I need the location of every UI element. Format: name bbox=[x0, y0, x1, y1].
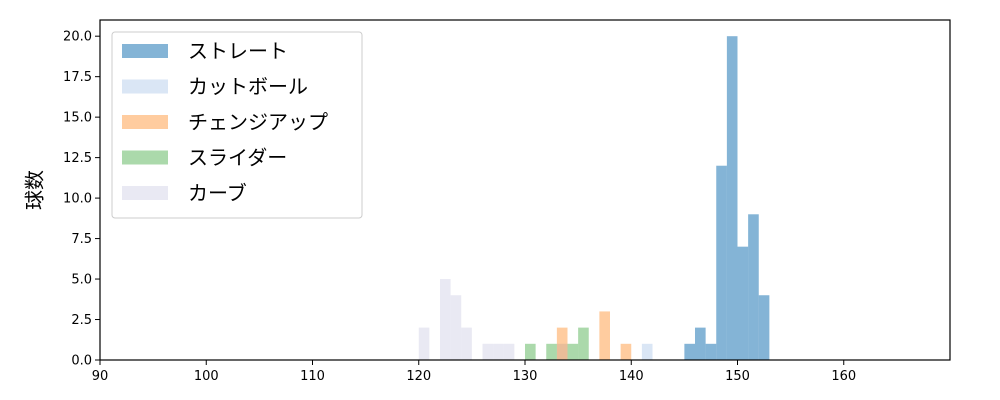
x-tick-label-0: 90 bbox=[92, 369, 109, 384]
legend-label-0: ストレート bbox=[188, 39, 288, 63]
bar-series-3-bin-3 bbox=[578, 327, 589, 360]
bar-series-4-bin-4 bbox=[482, 343, 494, 360]
x-tick-label-6: 150 bbox=[725, 369, 750, 384]
legend-label-1: カットボール bbox=[188, 75, 308, 99]
bar-series-0-bin-5 bbox=[737, 246, 749, 360]
x-tick-label-7: 160 bbox=[831, 369, 856, 384]
y-tick-label-3: 7.5 bbox=[71, 232, 92, 247]
legend-box bbox=[111, 31, 363, 219]
bar-series-3-bin-1 bbox=[546, 343, 557, 360]
x-axis-ticks: 90 100 110 120 130 140 150 160 bbox=[92, 360, 856, 384]
legend-swatch-0 bbox=[122, 44, 168, 58]
y-tick-label-8: 20.0 bbox=[63, 30, 92, 45]
legend-swatch-3 bbox=[122, 150, 168, 165]
legend-label-2: チェンジアップ bbox=[188, 110, 328, 134]
y-tick-label-4: 10.0 bbox=[63, 192, 92, 207]
legend-label-3: スライダー bbox=[188, 146, 287, 170]
bar-series-4-bin-3 bbox=[461, 327, 472, 360]
bar-series-0-bin-7 bbox=[758, 295, 770, 360]
plot-frame bbox=[99, 19, 951, 361]
legend-label-4: カーブ bbox=[188, 181, 247, 205]
bar-series-4-bin-5 bbox=[493, 343, 504, 360]
bar-series-4-bin-6 bbox=[503, 343, 515, 360]
bar-series-2-bin-0 bbox=[556, 327, 568, 360]
y-tick-label-0: 0.0 bbox=[71, 354, 92, 369]
bar-series-3-bin-2 bbox=[567, 343, 579, 360]
bar-series-2-bin-1 bbox=[599, 311, 610, 360]
x-tick-label-2: 110 bbox=[300, 369, 325, 384]
x-tick-label-5: 140 bbox=[619, 369, 644, 384]
x-tick-label-3: 120 bbox=[406, 369, 431, 384]
legend-swatch-4 bbox=[122, 186, 168, 200]
y-axis-ticks: 0.0 2.5 5.0 7.5 10.0 12.5 15.0 17.5 20.0 bbox=[63, 30, 100, 369]
bars-layer bbox=[418, 36, 770, 360]
x-tick-label-1: 100 bbox=[194, 369, 219, 384]
bar-series-4-bin-2 bbox=[450, 295, 462, 360]
bar-series-0-bin-2 bbox=[705, 343, 717, 360]
y-tick-label-1: 2.5 bbox=[71, 313, 92, 328]
bar-series-1-bin-0 bbox=[556, 343, 568, 360]
legend-swatch-1 bbox=[122, 79, 168, 94]
y-axis-label: 球数 bbox=[23, 170, 47, 210]
y-tick-label-7: 17.5 bbox=[63, 70, 92, 85]
bar-series-0-bin-1 bbox=[695, 327, 706, 360]
bar-series-3-bin-0 bbox=[525, 343, 536, 360]
bar-series-0-bin-3 bbox=[716, 165, 727, 360]
x-tick-label-4: 130 bbox=[513, 369, 538, 384]
y-tick-label-6: 15.0 bbox=[63, 111, 92, 126]
bar-series-4-bin-0 bbox=[418, 327, 430, 360]
bar-series-0-bin-4 bbox=[726, 36, 738, 360]
bar-series-4-bin-1 bbox=[440, 279, 451, 360]
bar-series-0-bin-0 bbox=[684, 343, 695, 360]
bar-series-0-bin-6 bbox=[748, 214, 759, 360]
y-tick-label-5: 12.5 bbox=[63, 151, 92, 166]
legend-swatch-2 bbox=[122, 115, 168, 129]
bar-series-2-bin-2 bbox=[620, 343, 632, 360]
bar-series-1-bin-1 bbox=[641, 343, 653, 360]
y-tick-label-2: 5.0 bbox=[71, 273, 92, 288]
